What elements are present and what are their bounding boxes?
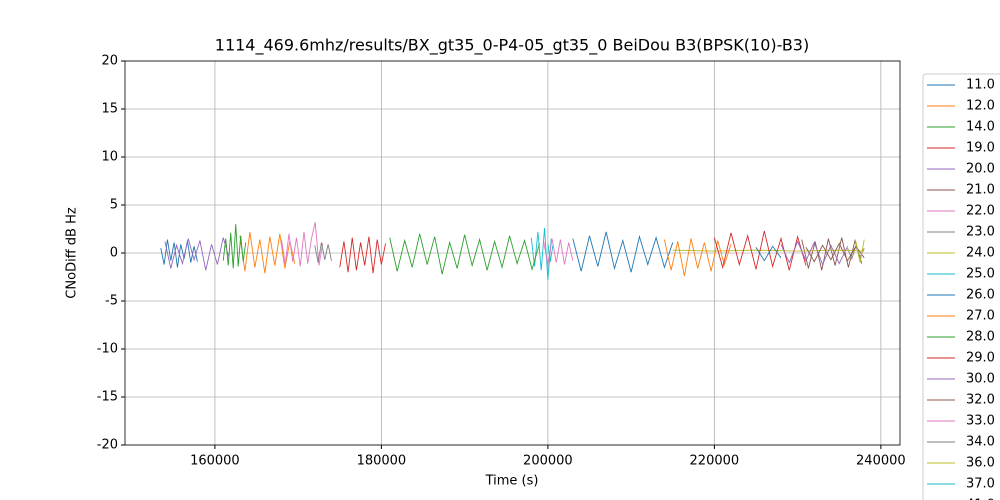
y-tick-label: -10 [97, 342, 118, 357]
legend-label: 28.0 [966, 330, 995, 345]
series-line [339, 236, 386, 274]
series-line [572, 231, 674, 273]
legend-label: 21.0 [966, 183, 995, 198]
y-tick-label: -15 [97, 390, 118, 405]
series-line [543, 238, 574, 266]
series-line [672, 249, 865, 252]
series-line [530, 228, 552, 280]
y-tick-label: 15 [101, 102, 118, 117]
series-line [547, 243, 554, 262]
x-tick-label: 180000 [357, 454, 407, 469]
series-line [855, 239, 865, 263]
series-line [663, 238, 732, 277]
plot-frame [124, 60, 901, 446]
legend-label: 22.0 [966, 204, 995, 219]
x-tick-label: 240000 [856, 454, 906, 469]
series-line [164, 237, 230, 271]
y-tick-label: -20 [97, 438, 118, 453]
series-line [314, 242, 332, 263]
legend-label: 33.0 [966, 414, 995, 429]
legend-label: 12.0 [966, 99, 995, 114]
x-tick-label: 220000 [690, 454, 740, 469]
y-tick-label: 20 [101, 54, 118, 69]
legend-box [922, 73, 1000, 500]
series-line [389, 233, 540, 275]
y-axis-label: CNoDiff dB Hz [65, 207, 80, 299]
series-line [222, 224, 247, 269]
series-line [713, 230, 807, 271]
legend-label: 25.0 [966, 267, 995, 282]
series-line [755, 245, 782, 262]
y-tick-label: -5 [105, 294, 118, 309]
legend-label: 20.0 [966, 162, 995, 177]
legend-label: 23.0 [966, 225, 995, 240]
series-line [281, 222, 324, 267]
legend-label: 27.0 [966, 309, 995, 324]
y-tick-label: 0 [110, 246, 118, 261]
series-line [780, 240, 848, 266]
legend-label: 37.0 [966, 477, 995, 492]
series-line [160, 239, 198, 268]
legend-label: 34.0 [966, 435, 995, 450]
x-tick-label: 200000 [523, 454, 573, 469]
legend-label: 19.0 [966, 141, 995, 156]
legend-label: 29.0 [966, 351, 995, 366]
series-line [805, 242, 865, 263]
legend-label: 41.0 [966, 498, 995, 500]
legend-label: 30.0 [966, 372, 995, 387]
legend-label: 14.0 [966, 120, 995, 135]
y-tick-label: 5 [110, 198, 118, 213]
legend-label: 26.0 [966, 288, 995, 303]
legend-label: 24.0 [966, 246, 995, 261]
legend-label: 32.0 [966, 393, 995, 408]
x-tick-label: 160000 [190, 454, 240, 469]
legend-label: 11.0 [966, 78, 995, 93]
x-axis-label: Time (s) [485, 474, 539, 489]
y-tick-label: 10 [101, 150, 118, 165]
legend-label: 36.0 [966, 456, 995, 471]
series-line [801, 237, 863, 271]
chart-title: 1114_469.6mhz/results/BX_gt35_0-P4-05_gt… [215, 36, 809, 56]
